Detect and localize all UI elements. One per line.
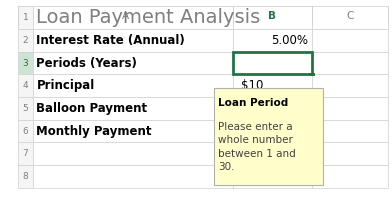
Text: $10: $10 bbox=[241, 79, 263, 92]
Text: 4: 4 bbox=[23, 81, 28, 90]
Bar bbox=[233, 165, 312, 188]
Text: 1: 1 bbox=[23, 13, 28, 22]
Bar bbox=[33, 165, 233, 188]
Bar bbox=[312, 29, 388, 52]
Text: 6: 6 bbox=[23, 127, 28, 135]
Text: Loan Payment Analysis: Loan Payment Analysis bbox=[36, 8, 261, 27]
Bar bbox=[312, 142, 388, 165]
Bar bbox=[233, 29, 312, 52]
Bar bbox=[18, 6, 233, 25]
Bar bbox=[233, 74, 312, 97]
Text: Interest Rate (Annual): Interest Rate (Annual) bbox=[36, 34, 185, 47]
Polygon shape bbox=[233, 142, 244, 148]
Bar bbox=[33, 142, 233, 165]
Bar bbox=[233, 52, 312, 74]
Text: 8: 8 bbox=[23, 172, 28, 181]
Bar bbox=[33, 74, 233, 97]
Bar bbox=[18, 165, 33, 188]
Bar bbox=[309, 73, 315, 76]
Text: Balloon Payment: Balloon Payment bbox=[36, 102, 147, 115]
Bar bbox=[233, 120, 312, 142]
Text: Monthly Payment: Monthly Payment bbox=[36, 125, 152, 138]
Text: Periods (Years): Periods (Years) bbox=[36, 56, 137, 70]
Text: 3: 3 bbox=[23, 59, 28, 67]
Bar bbox=[233, 52, 312, 74]
Text: Please enter a
whole number
between 1 and
30.: Please enter a whole number between 1 an… bbox=[218, 122, 296, 172]
Polygon shape bbox=[18, 14, 35, 25]
Text: 7: 7 bbox=[23, 149, 28, 158]
Bar bbox=[18, 97, 33, 120]
Bar bbox=[18, 74, 33, 97]
Bar bbox=[18, 120, 33, 142]
Bar bbox=[312, 165, 388, 188]
Bar bbox=[233, 142, 312, 165]
Bar bbox=[312, 120, 388, 142]
Text: 5.00%: 5.00% bbox=[271, 34, 308, 47]
Bar bbox=[233, 97, 312, 120]
Bar bbox=[33, 120, 233, 142]
Bar bbox=[18, 142, 33, 165]
Bar bbox=[33, 29, 233, 52]
Bar bbox=[312, 52, 388, 74]
Text: A: A bbox=[122, 11, 129, 21]
Bar bbox=[33, 6, 233, 29]
Bar bbox=[312, 6, 388, 29]
Text: Loan Period: Loan Period bbox=[218, 98, 289, 108]
Text: #NU: #NU bbox=[241, 125, 268, 138]
Bar bbox=[18, 6, 388, 25]
Bar bbox=[312, 74, 388, 97]
Bar bbox=[18, 29, 33, 52]
Bar bbox=[233, 6, 312, 29]
Bar bbox=[312, 97, 388, 120]
Text: 2: 2 bbox=[23, 36, 28, 45]
Bar bbox=[233, 6, 312, 25]
Text: C: C bbox=[346, 11, 354, 21]
Bar bbox=[33, 52, 233, 74]
Text: 5: 5 bbox=[23, 104, 28, 113]
Bar bbox=[33, 97, 233, 120]
FancyBboxPatch shape bbox=[214, 88, 323, 185]
Bar bbox=[18, 6, 33, 29]
Bar bbox=[18, 52, 33, 74]
Text: Principal: Principal bbox=[36, 79, 95, 92]
Text: B: B bbox=[269, 11, 276, 21]
